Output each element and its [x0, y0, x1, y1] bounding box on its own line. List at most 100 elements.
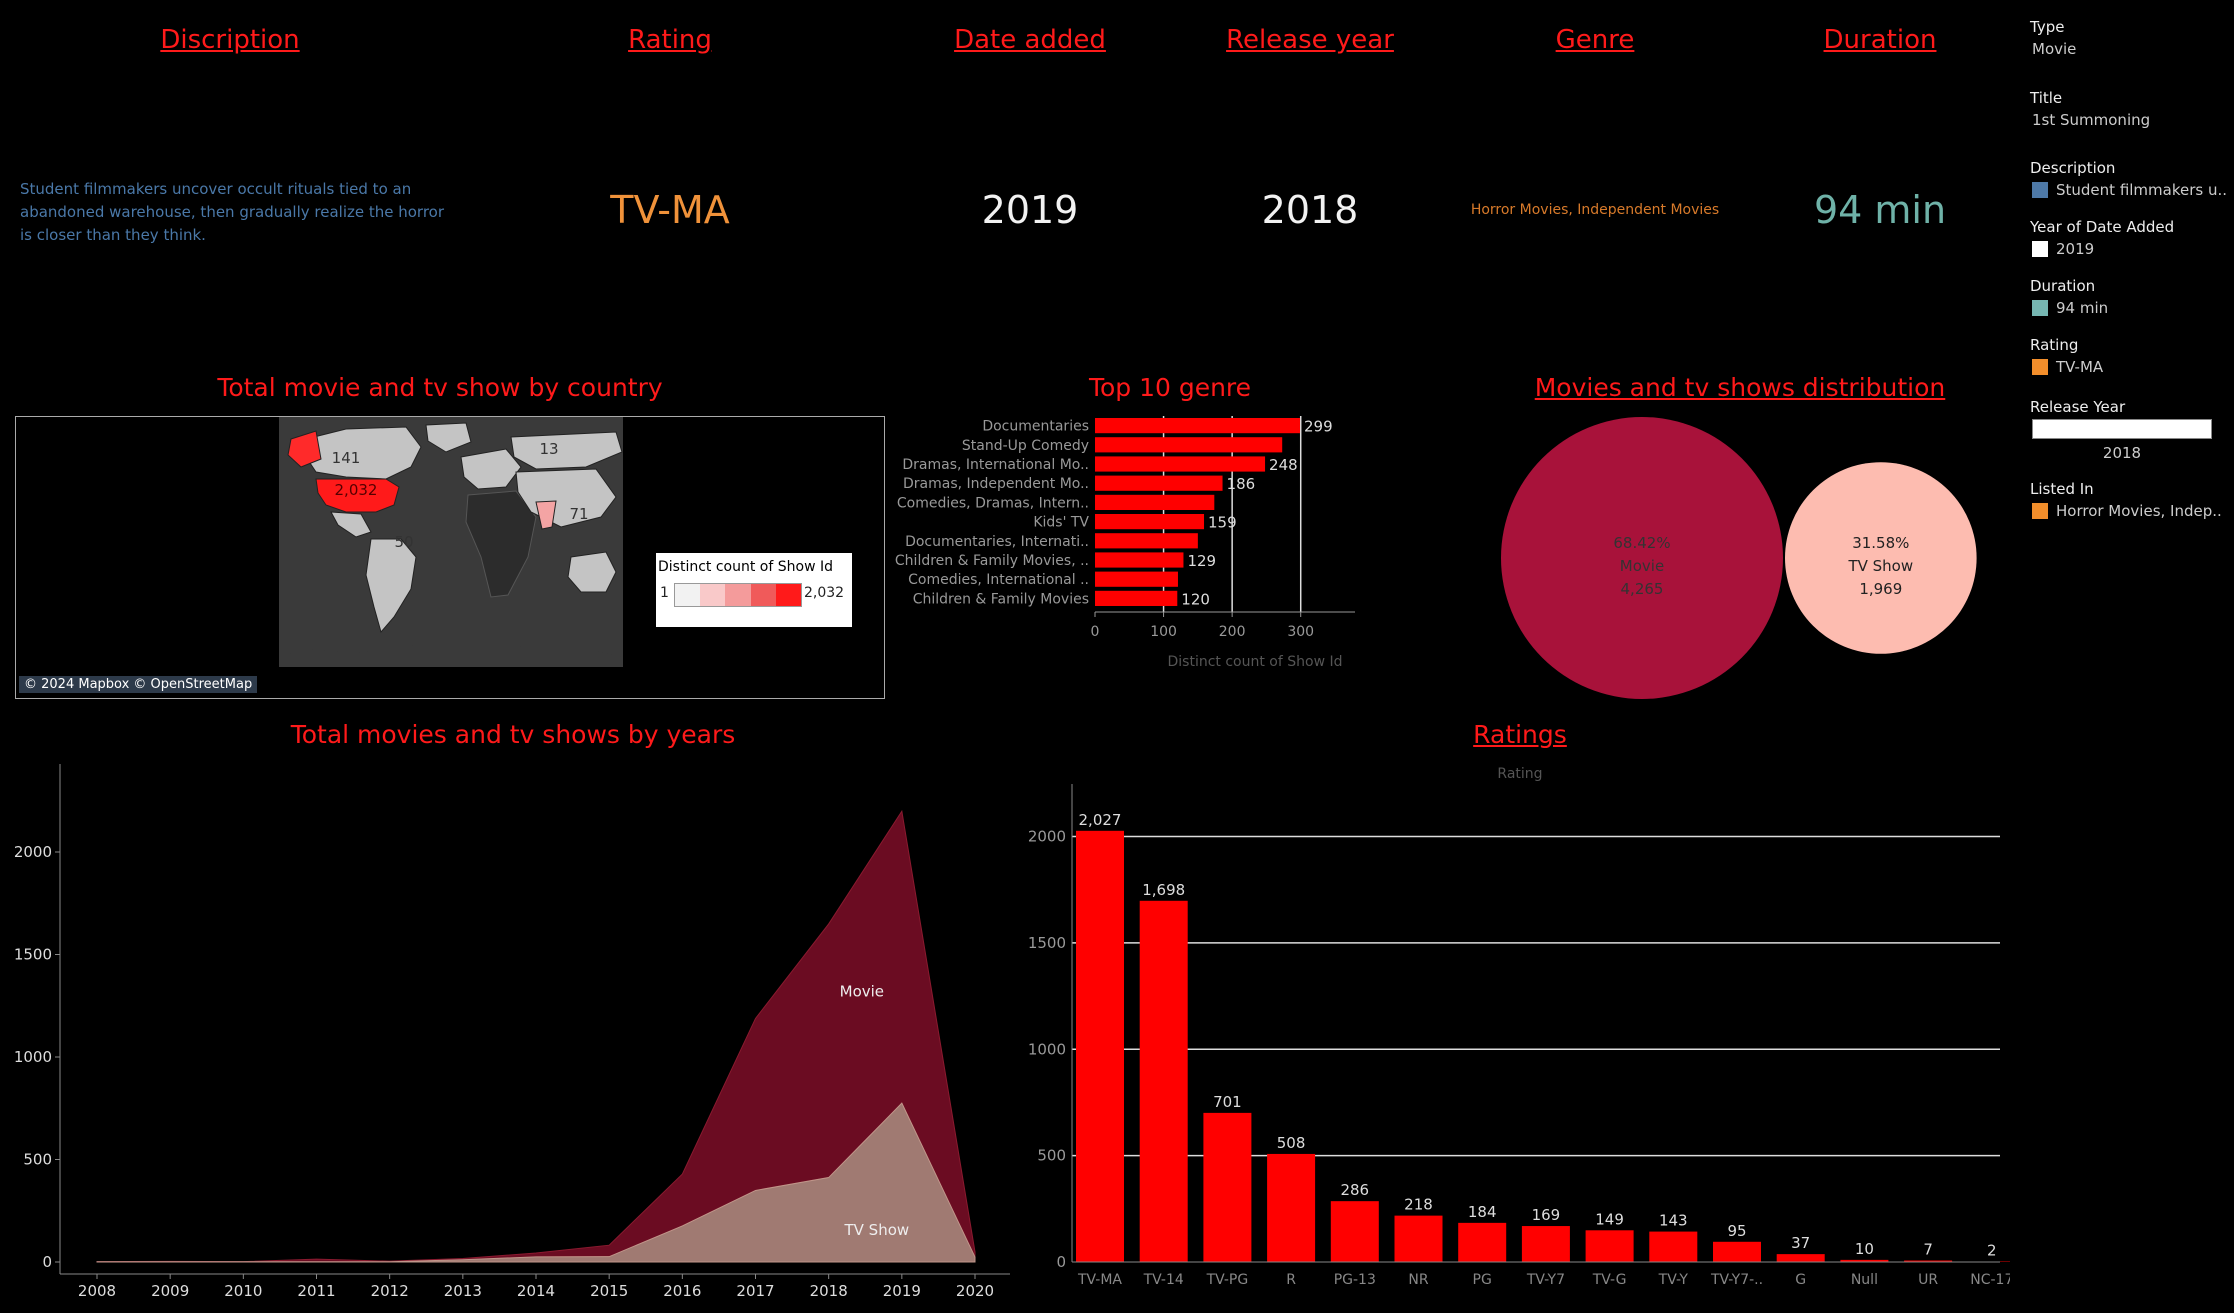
type-legend-value[interactable]: Movie: [2032, 40, 2077, 58]
years-x-tick-label: 2018: [810, 1282, 848, 1300]
map-legend-gradient: [674, 583, 802, 607]
ratings-y-tick-label: 2000: [1028, 828, 1066, 846]
distribution-title: Movies and tv shows distribution: [1534, 373, 1946, 402]
genre-value-label: 120: [1181, 590, 1210, 608]
genre-bar: [1095, 590, 1178, 606]
header-description[interactable]: Discription: [160, 25, 300, 55]
description-legend-title: Description: [2030, 159, 2116, 177]
genre-bar: [1095, 475, 1223, 491]
ratings-bar: [1330, 1201, 1379, 1262]
years-x-tick-label: 2014: [517, 1282, 555, 1300]
year-added-swatch: [2032, 241, 2048, 257]
tv-show-area-label: TV Show: [843, 1221, 909, 1239]
ratings-bar: [1267, 1153, 1316, 1262]
map-attribution[interactable]: © 2024 Mapbox © OpenStreetMap: [19, 676, 258, 693]
description-legend-value: Student filmmakers u..: [2056, 181, 2228, 199]
ratings-value-label: 2,027: [1079, 811, 1122, 829]
distribution-value-label: 1,969: [1859, 580, 1902, 598]
header-duration[interactable]: Duration: [1823, 25, 1937, 55]
map-europe: [460, 448, 522, 490]
ratings-category-label: G: [1795, 1272, 1806, 1288]
ratings-value-label: 95: [1727, 1222, 1746, 1240]
release-year-slider[interactable]: [2032, 419, 2212, 439]
map-russia: [510, 431, 623, 470]
genre-x-axis-title: Distinct count of Show Id: [1168, 654, 1343, 670]
map-label-australia: 71: [569, 505, 588, 523]
ratings-category-label: TV-MA: [1077, 1272, 1122, 1288]
genre-bar: [1095, 514, 1205, 530]
distribution-chart: 68.42% Movie 4,265 31.58% TV Show 1,969: [1501, 417, 1977, 699]
ratings-axis-title: Rating: [1497, 766, 1543, 782]
world-map[interactable]: 141 2,032 13 50 71: [16, 417, 884, 698]
genre-value-label: 129: [1187, 552, 1216, 570]
ratings-value-label: 508: [1277, 1134, 1306, 1152]
ratings-category-label: R: [1286, 1272, 1296, 1288]
rating-swatch: [2032, 359, 2048, 375]
genre-bar: [1095, 552, 1184, 568]
listed-in-legend-title: Listed In: [2030, 480, 2094, 498]
ratings-bar: [1521, 1226, 1570, 1262]
distribution-circle: [1785, 462, 1977, 654]
listed-in-legend-item[interactable]: Horror Movies, Indep..: [2032, 502, 2222, 520]
rating-legend-item[interactable]: TV-MA: [2032, 358, 2103, 376]
rating-value: TV-MA: [610, 188, 730, 232]
ratings-bar: [1776, 1254, 1825, 1262]
map-greenland: [425, 422, 472, 453]
header-date-added[interactable]: Date added: [954, 25, 1106, 55]
genre-bar: [1095, 437, 1283, 453]
description-legend-item[interactable]: Student filmmakers u..: [2032, 181, 2227, 199]
map-color-legend: Distinct count of Show Id 1 2,032: [656, 553, 852, 627]
ratings-value-label: 218: [1404, 1196, 1433, 1214]
years-x-tick-label: 2009: [151, 1282, 189, 1300]
ratings-category-label: NR: [1408, 1272, 1428, 1288]
ratings-title: Ratings: [1473, 720, 1567, 749]
ratings-bar: [1203, 1112, 1252, 1262]
ratings-bar: [1139, 900, 1188, 1262]
type-legend-title: Type: [2030, 18, 2065, 36]
ratings-y-tick-label: 1000: [1028, 1040, 1066, 1058]
header-genre[interactable]: Genre: [1555, 25, 1635, 55]
duration-legend-item[interactable]: 94 min: [2032, 299, 2108, 317]
ratings-category-label: TV-14: [1143, 1272, 1184, 1288]
duration-value: 94 min: [1813, 188, 1947, 232]
distribution-value-label: 4,265: [1621, 580, 1664, 598]
release-year-value: 2018: [1261, 188, 1359, 232]
years-y-tick-label: 1000: [14, 1048, 52, 1066]
years-title: Total movies and tv shows by years: [290, 720, 736, 749]
genre-category-label: Children & Family Movies: [913, 591, 1089, 607]
map-label-usa: 2,032: [335, 481, 378, 499]
ratings-bar: [1076, 830, 1124, 1262]
map-canada: [305, 426, 422, 480]
header-rating[interactable]: Rating: [628, 25, 712, 55]
header-release-year[interactable]: Release year: [1226, 25, 1394, 55]
ratings-value-label: 10: [1855, 1240, 1874, 1258]
duration-swatch: [2032, 300, 2048, 316]
ratings-y-tick-label: 500: [1037, 1147, 1066, 1165]
genre-category-label: Documentaries, Internati..: [905, 534, 1089, 550]
duration-legend-title: Duration: [2030, 277, 2096, 295]
genre-value-label: 248: [1269, 456, 1298, 474]
distribution-category-label: Movie: [1620, 557, 1664, 575]
genre-bar: [1095, 571, 1178, 587]
map-title: Total movie and tv show by country: [217, 373, 663, 402]
years-x-tick-label: 2019: [883, 1282, 921, 1300]
ratings-category-label: PG: [1473, 1272, 1492, 1288]
years-x-tick-label: 2020: [956, 1282, 994, 1300]
ratings-y-tick-label: 1500: [1028, 934, 1066, 952]
map-legend-title: Distinct count of Show Id: [658, 559, 833, 575]
year-added-legend-item[interactable]: 2019: [2032, 240, 2094, 258]
map-label-russia: 13: [539, 440, 558, 458]
map-frame[interactable]: 141 2,032 13 50 71 © 2024 Mapbox © OpenS…: [15, 416, 885, 699]
ratings-category-label: NC-17: [1970, 1272, 2010, 1288]
genre-category-label: Stand-Up Comedy: [962, 438, 1089, 454]
map-label-brazil: 50: [394, 533, 413, 551]
ratings-y-tick-label: 0: [1056, 1253, 1066, 1271]
ratings-bar: [1649, 1231, 1698, 1262]
genre-bar: [1095, 418, 1301, 434]
years-y-tick-label: 2000: [14, 843, 52, 861]
title-legend-value[interactable]: 1st Summoning: [2032, 111, 2151, 129]
years-x-tick-label: 2017: [736, 1282, 774, 1300]
distribution-percent-label: 31.58%: [1852, 534, 1909, 552]
ratings-category-label: UR: [1918, 1272, 1938, 1288]
ratings-bar: [1585, 1230, 1634, 1262]
